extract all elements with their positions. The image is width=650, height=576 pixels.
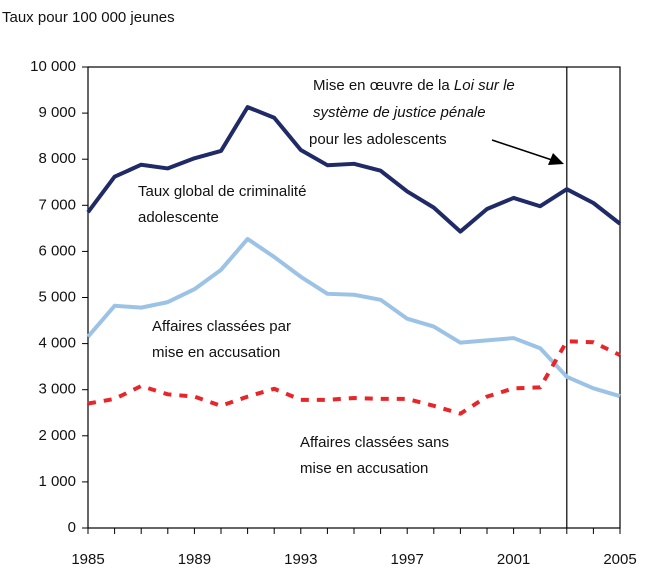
annotation-text: pour les adolescents xyxy=(309,131,447,148)
annotation-text: système de justice pénale xyxy=(313,104,486,121)
series-label: Affaires classées sans xyxy=(300,434,449,451)
y-axis-label: Taux pour 100 000 jeunes xyxy=(2,9,175,26)
x-tick-label: 1993 xyxy=(284,551,317,568)
y-tick-label: 9 000 xyxy=(38,104,76,121)
annotation-arrow xyxy=(491,139,556,162)
series-label: mise en accusation xyxy=(300,460,428,477)
y-tick-label: 3 000 xyxy=(38,381,76,398)
x-tick-label: 2001 xyxy=(497,551,530,568)
x-tick-label: 1989 xyxy=(178,551,211,568)
y-tick-label: 6 000 xyxy=(38,242,76,259)
y-tick-label: 2 000 xyxy=(38,427,76,444)
annotation-segment: Mise en œuvre de la xyxy=(313,77,454,94)
y-tick-label: 10 000 xyxy=(30,58,76,75)
series-label: Affaires classées par xyxy=(152,318,291,335)
series-label: Taux global de criminalité xyxy=(138,183,306,200)
y-tick-label: 1 000 xyxy=(38,473,76,490)
series-label: adolescente xyxy=(138,209,219,226)
x-tick-label: 1985 xyxy=(71,551,104,568)
series-line xyxy=(86,236,621,399)
series-line xyxy=(87,339,621,416)
series-label: mise en accusation xyxy=(152,344,280,361)
annotation-text: Mise en œuvre de la Loi sur le xyxy=(313,77,515,94)
annotation-segment: pour les adolescents xyxy=(309,131,447,148)
annotation-segment: système de justice pénale xyxy=(313,104,486,121)
y-tick-label: 4 000 xyxy=(38,335,76,352)
series-line xyxy=(86,105,622,234)
x-tick-label: 2005 xyxy=(603,551,636,568)
x-tick-label: 1997 xyxy=(391,551,424,568)
y-tick-label: 7 000 xyxy=(38,196,76,213)
y-tick-label: 8 000 xyxy=(38,150,76,167)
annotation-arrowhead xyxy=(548,153,564,165)
annotation-segment: Loi sur le xyxy=(454,77,515,94)
y-tick-label: 5 000 xyxy=(38,288,76,305)
y-tick-label: 0 xyxy=(68,519,76,536)
